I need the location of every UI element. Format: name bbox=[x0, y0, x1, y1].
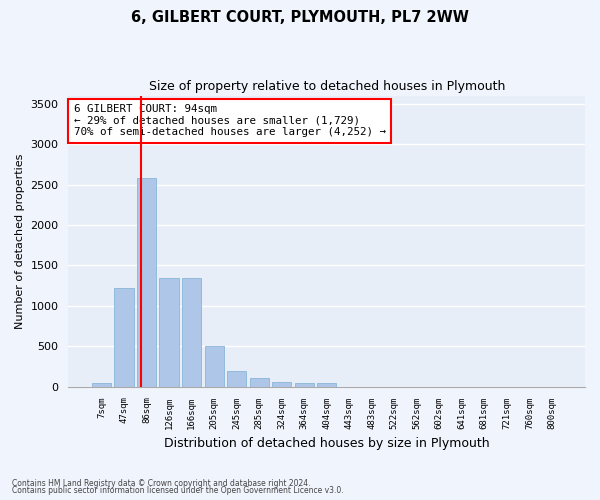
Bar bbox=[250, 378, 269, 386]
Title: Size of property relative to detached houses in Plymouth: Size of property relative to detached ho… bbox=[149, 80, 505, 93]
Bar bbox=[182, 278, 201, 386]
Text: Contains HM Land Registry data © Crown copyright and database right 2024.: Contains HM Land Registry data © Crown c… bbox=[12, 478, 311, 488]
Text: 6 GILBERT COURT: 94sqm
← 29% of detached houses are smaller (1,729)
70% of semi-: 6 GILBERT COURT: 94sqm ← 29% of detached… bbox=[74, 104, 386, 138]
Bar bbox=[137, 178, 156, 386]
Bar bbox=[317, 384, 336, 386]
Text: Contains public sector information licensed under the Open Government Licence v3: Contains public sector information licen… bbox=[12, 486, 344, 495]
Bar bbox=[115, 288, 134, 386]
Bar bbox=[227, 372, 246, 386]
Y-axis label: Number of detached properties: Number of detached properties bbox=[15, 154, 25, 329]
Bar bbox=[92, 382, 111, 386]
X-axis label: Distribution of detached houses by size in Plymouth: Distribution of detached houses by size … bbox=[164, 437, 490, 450]
Bar bbox=[160, 278, 179, 386]
Bar bbox=[272, 382, 291, 386]
Bar bbox=[295, 382, 314, 386]
Text: 6, GILBERT COURT, PLYMOUTH, PL7 2WW: 6, GILBERT COURT, PLYMOUTH, PL7 2WW bbox=[131, 10, 469, 25]
Bar bbox=[205, 346, 224, 387]
